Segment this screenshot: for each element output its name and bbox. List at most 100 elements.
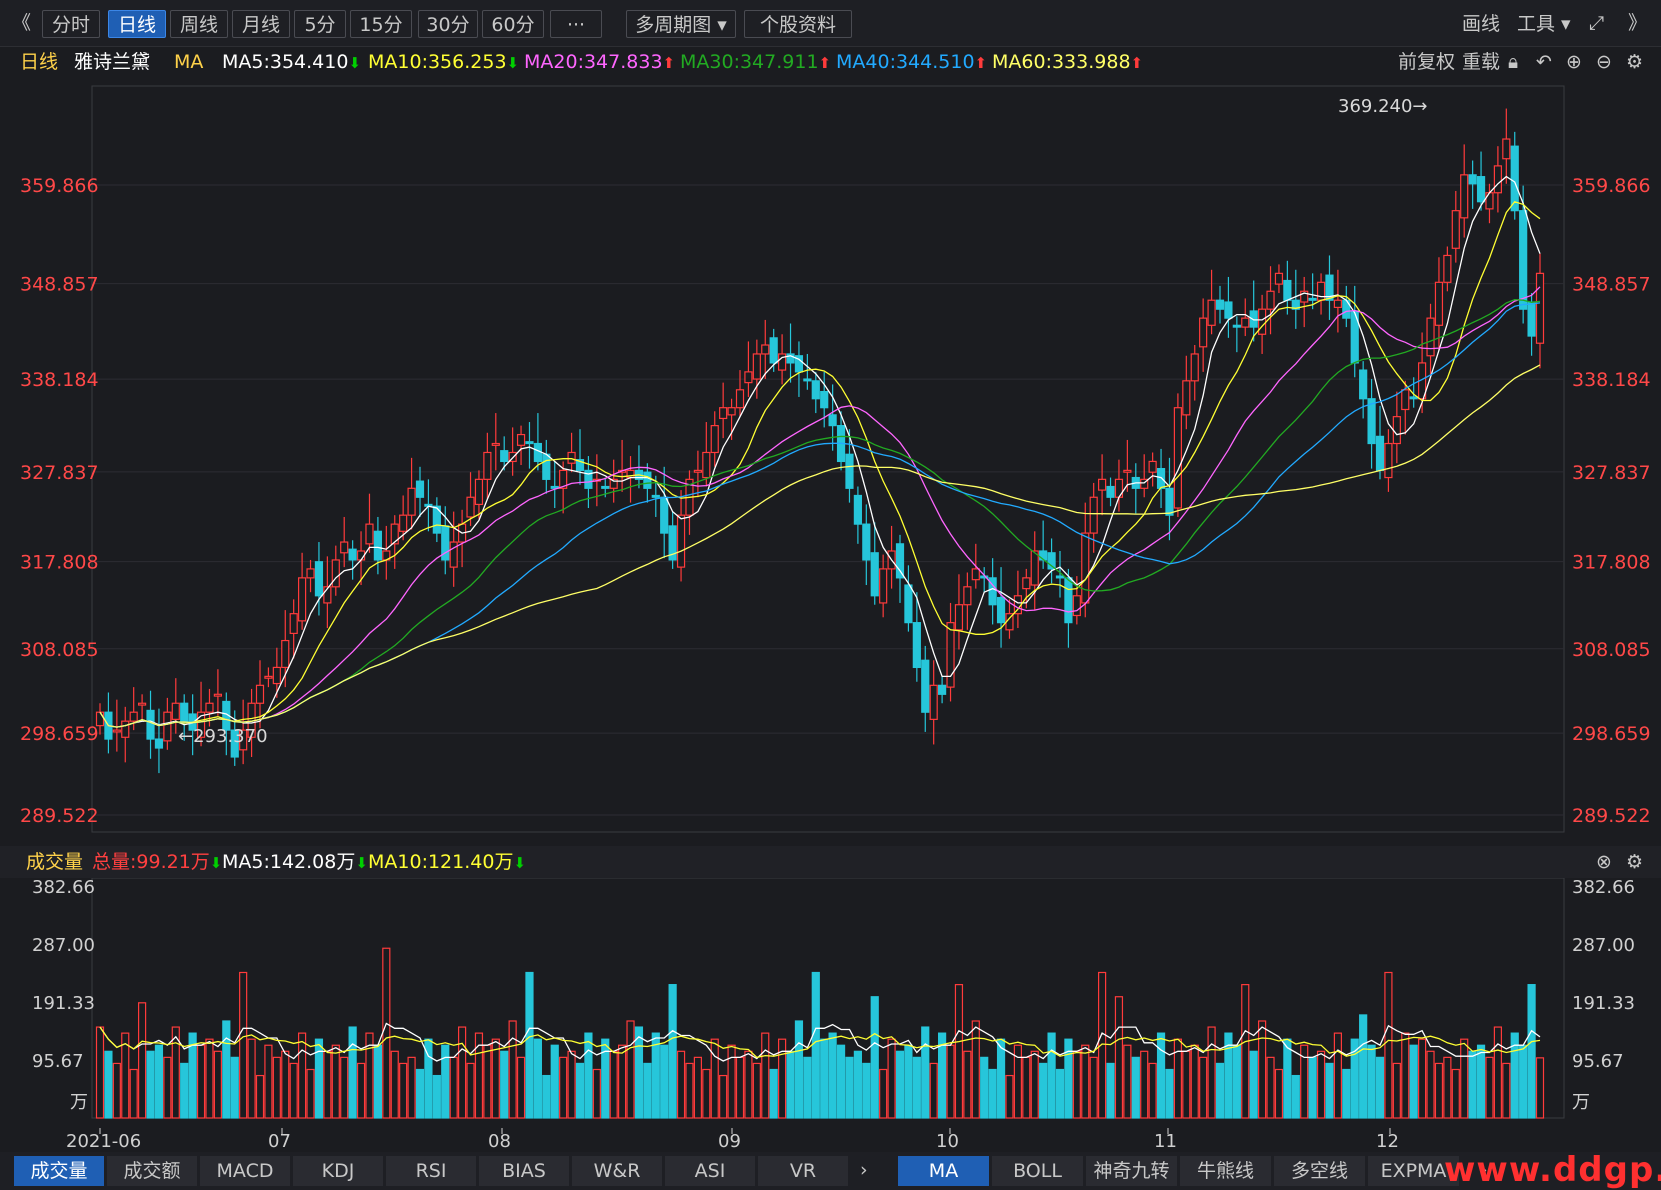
candle — [895, 534, 905, 603]
volume-bar — [1409, 1044, 1418, 1119]
candle — [954, 574, 964, 650]
volume-tick-left: 382.66 — [32, 878, 95, 898]
candle — [1502, 108, 1511, 184]
volume-bar — [592, 1068, 601, 1119]
toolbar-button-7[interactable]: 60分 — [482, 10, 544, 38]
candle — [811, 371, 820, 414]
volume-tick-left: 287.00 — [32, 935, 95, 956]
tab-0[interactable]: 成交量 — [14, 1156, 104, 1186]
draw-line-button[interactable]: 画线 — [1462, 13, 1501, 35]
lock-icon[interactable]: 🔒︎ — [1508, 51, 1519, 73]
volume-bar — [516, 1056, 526, 1119]
candle — [382, 525, 391, 580]
candle — [1215, 285, 1225, 324]
volume-bar-chart[interactable]: 382.66 382.66 287.00 287.00 191.33 191.33 95.6… — [0, 878, 1661, 1128]
volume-bar — [963, 1050, 972, 1119]
reload-button[interactable]: 重载 — [1462, 51, 1501, 73]
volume-bar — [466, 1062, 475, 1119]
tabs-right-scroll-icon[interactable]: › — [1480, 1159, 1488, 1181]
candle — [373, 516, 382, 575]
ma-header: 日线 雅诗兰黛 MA MA5:354.410⬇ MA10:356.253⬇ MA20… — [0, 46, 1661, 78]
tab-4[interactable]: RSI — [386, 1156, 476, 1186]
candle — [1291, 269, 1300, 329]
volume-settings-gear-icon[interactable]: ⚙ — [1626, 851, 1644, 873]
candle — [1384, 429, 1393, 492]
tab-right-4[interactable]: 多空线 — [1274, 1156, 1365, 1186]
tab-right-1[interactable]: BOLL — [992, 1156, 1083, 1186]
candle — [1283, 260, 1292, 315]
low-annotation: ←293.370 — [178, 726, 268, 747]
settings-gear-icon[interactable]: ⚙ — [1626, 51, 1644, 73]
volume-bar — [735, 1056, 745, 1119]
candle — [1426, 303, 1435, 376]
close-panel-icon[interactable]: ⊗ — [1596, 851, 1612, 873]
volume-bar — [1266, 1056, 1275, 1119]
fullscreen-icon[interactable]: ⤢ — [1589, 12, 1605, 34]
tab-right-5[interactable]: EXPMA — [1368, 1156, 1459, 1186]
zoom-in-icon[interactable]: ⊕ — [1566, 51, 1582, 73]
tab-1[interactable]: 成交额 — [107, 1156, 197, 1186]
candle — [618, 439, 627, 492]
volume-bar — [1535, 1057, 1545, 1119]
toolbar-button-4[interactable]: 5分 — [294, 10, 346, 38]
candle — [432, 497, 441, 543]
volume-bar — [298, 1032, 307, 1119]
tab-6[interactable]: W&R — [572, 1156, 662, 1186]
tab-right-3[interactable]: 牛熊线 — [1180, 1156, 1271, 1186]
tab-7[interactable]: ASI — [665, 1156, 755, 1186]
back-chevron-icon[interactable]: 《 — [12, 12, 32, 34]
price-tick-right: 308.085 — [1572, 639, 1651, 661]
volume-bar — [458, 1026, 467, 1119]
candle — [1409, 377, 1418, 408]
undo-icon[interactable]: ↶ — [1536, 51, 1552, 73]
toolbar-button-1[interactable]: 日线 — [108, 10, 166, 38]
tab-5[interactable]: BIAS — [479, 1156, 569, 1186]
toolbar-button-3[interactable]: 月线 — [232, 10, 290, 38]
price-tick-right: 327.837 — [1572, 462, 1651, 484]
ma10-line — [99, 200, 1541, 728]
toolbar-button-10[interactable]: 个股资料 — [744, 10, 852, 38]
volume-bar — [399, 1062, 408, 1119]
volume-bar — [1224, 1032, 1233, 1119]
indicator-name[interactable]: MA — [174, 51, 204, 73]
candle — [946, 602, 955, 702]
volume-bar — [702, 1068, 711, 1119]
tools-menu[interactable]: 工具 ▾ — [1517, 13, 1571, 35]
volume-bar — [601, 1038, 610, 1119]
tab-3[interactable]: KDJ — [293, 1156, 383, 1186]
toolbar-button-9[interactable]: 多周期图 ▾ — [626, 10, 736, 38]
candle — [744, 341, 753, 397]
volume-bar — [693, 1056, 702, 1119]
volume-bar — [1182, 1050, 1191, 1119]
toolbar-button-0[interactable]: 分时 — [42, 10, 100, 38]
candle — [323, 556, 332, 629]
tab-right-2[interactable]: 神奇九转 — [1086, 1156, 1177, 1186]
candle — [676, 490, 686, 582]
candle — [272, 647, 281, 698]
forward-chevron-icon[interactable]: 》 — [1628, 12, 1648, 34]
tab-2[interactable]: MACD — [200, 1156, 290, 1186]
toolbar-button-6[interactable]: 30分 — [418, 10, 478, 38]
candle — [449, 511, 458, 587]
toolbar-button-2[interactable]: 周线 — [170, 10, 228, 38]
volume-bar — [752, 1062, 761, 1119]
volume-bar — [618, 1044, 627, 1119]
price-candlestick-chart[interactable]: 359.866 359.866 348.857 348.857 338.184 338.1… — [0, 78, 1661, 846]
candle — [1232, 316, 1241, 353]
volume-bar — [1527, 984, 1536, 1119]
candle — [752, 339, 761, 399]
zoom-out-icon[interactable]: ⊖ — [1596, 51, 1612, 73]
candle — [735, 370, 745, 417]
date-label: 09 — [718, 1131, 741, 1152]
toolbar-button-8[interactable]: ··· — [550, 10, 602, 38]
candle — [508, 427, 517, 476]
tabs-scroll-right-icon[interactable]: › — [860, 1159, 868, 1181]
candle — [1123, 439, 1132, 492]
volume-bar — [811, 971, 820, 1119]
toolbar-button-5[interactable]: 15分 — [350, 10, 412, 38]
tab-right-0[interactable]: MA — [898, 1156, 989, 1186]
volume-bar — [1030, 1050, 1039, 1119]
candle — [1190, 345, 1199, 401]
pre-adjust-button[interactable]: 前复权 — [1398, 51, 1456, 73]
tab-8[interactable]: VR — [758, 1156, 848, 1186]
